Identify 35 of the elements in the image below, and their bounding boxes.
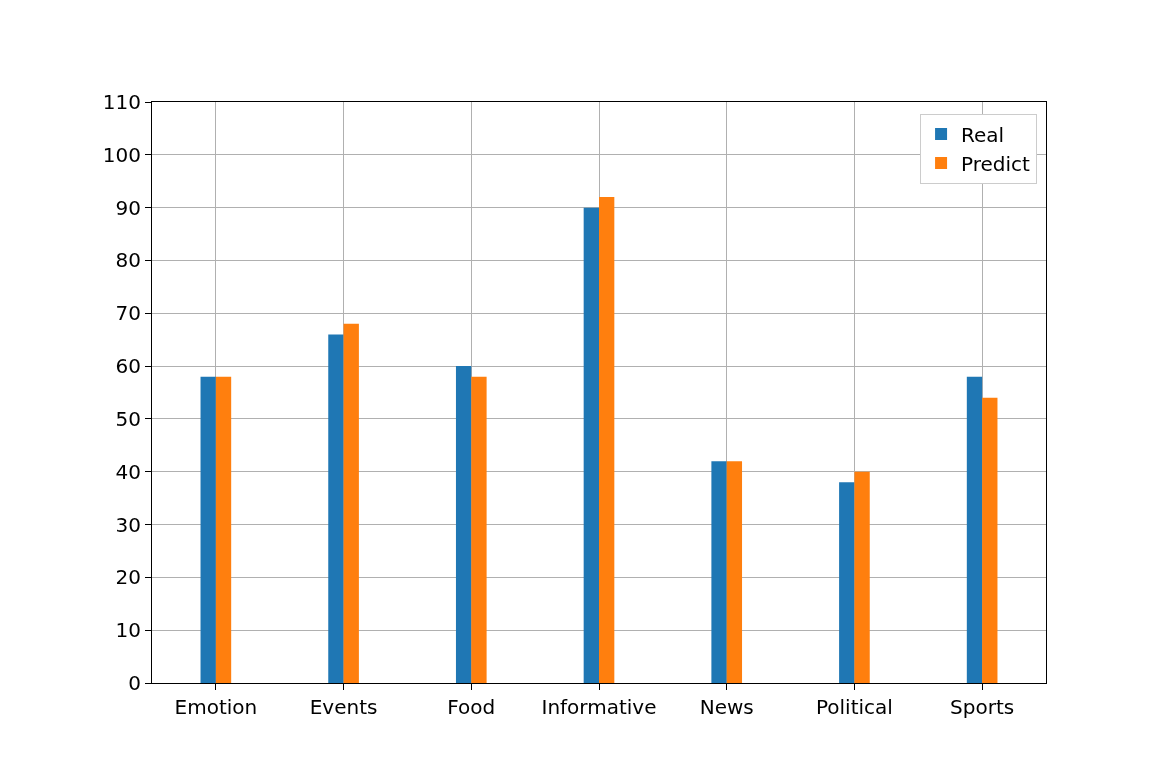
y-tick-label: 70 [115,301,141,326]
y-tick-label: 100 [102,142,141,167]
bar [343,323,359,683]
y-tick-label: 90 [115,195,141,220]
x-tick-label: Events [309,695,378,719]
bar [982,397,998,683]
bar [200,376,216,683]
bar [966,376,983,683]
y-tick-label: 20 [115,565,141,590]
x-tick-label: News [699,695,754,719]
y-tick-label: 10 [115,618,141,643]
x-tick-label: Sports [950,695,1015,719]
y-tick-label: 40 [115,459,141,484]
x-tick-label: Food [447,695,496,719]
legend-label: Predict [961,151,1031,176]
y-tick-label: 60 [115,354,141,379]
y-tick-label: 50 [115,406,141,431]
bar [583,207,599,683]
bar [726,461,743,683]
x-tick-label: Informative [541,695,657,719]
legend-label: Real [961,122,1005,147]
bar [471,376,487,683]
y-tick-label: 80 [115,248,141,273]
bar [455,366,472,683]
y-tick-label: 0 [128,671,141,695]
y-tick-label: 110 [102,90,141,114]
bar [215,376,232,683]
y-tick-label: 30 [115,512,141,537]
bar [839,482,855,683]
bar [711,461,727,683]
bar [854,471,870,683]
x-tick-label: Emotion [174,695,258,719]
bar [328,334,344,683]
bar [599,197,615,683]
x-tick-label: Political [815,695,893,719]
